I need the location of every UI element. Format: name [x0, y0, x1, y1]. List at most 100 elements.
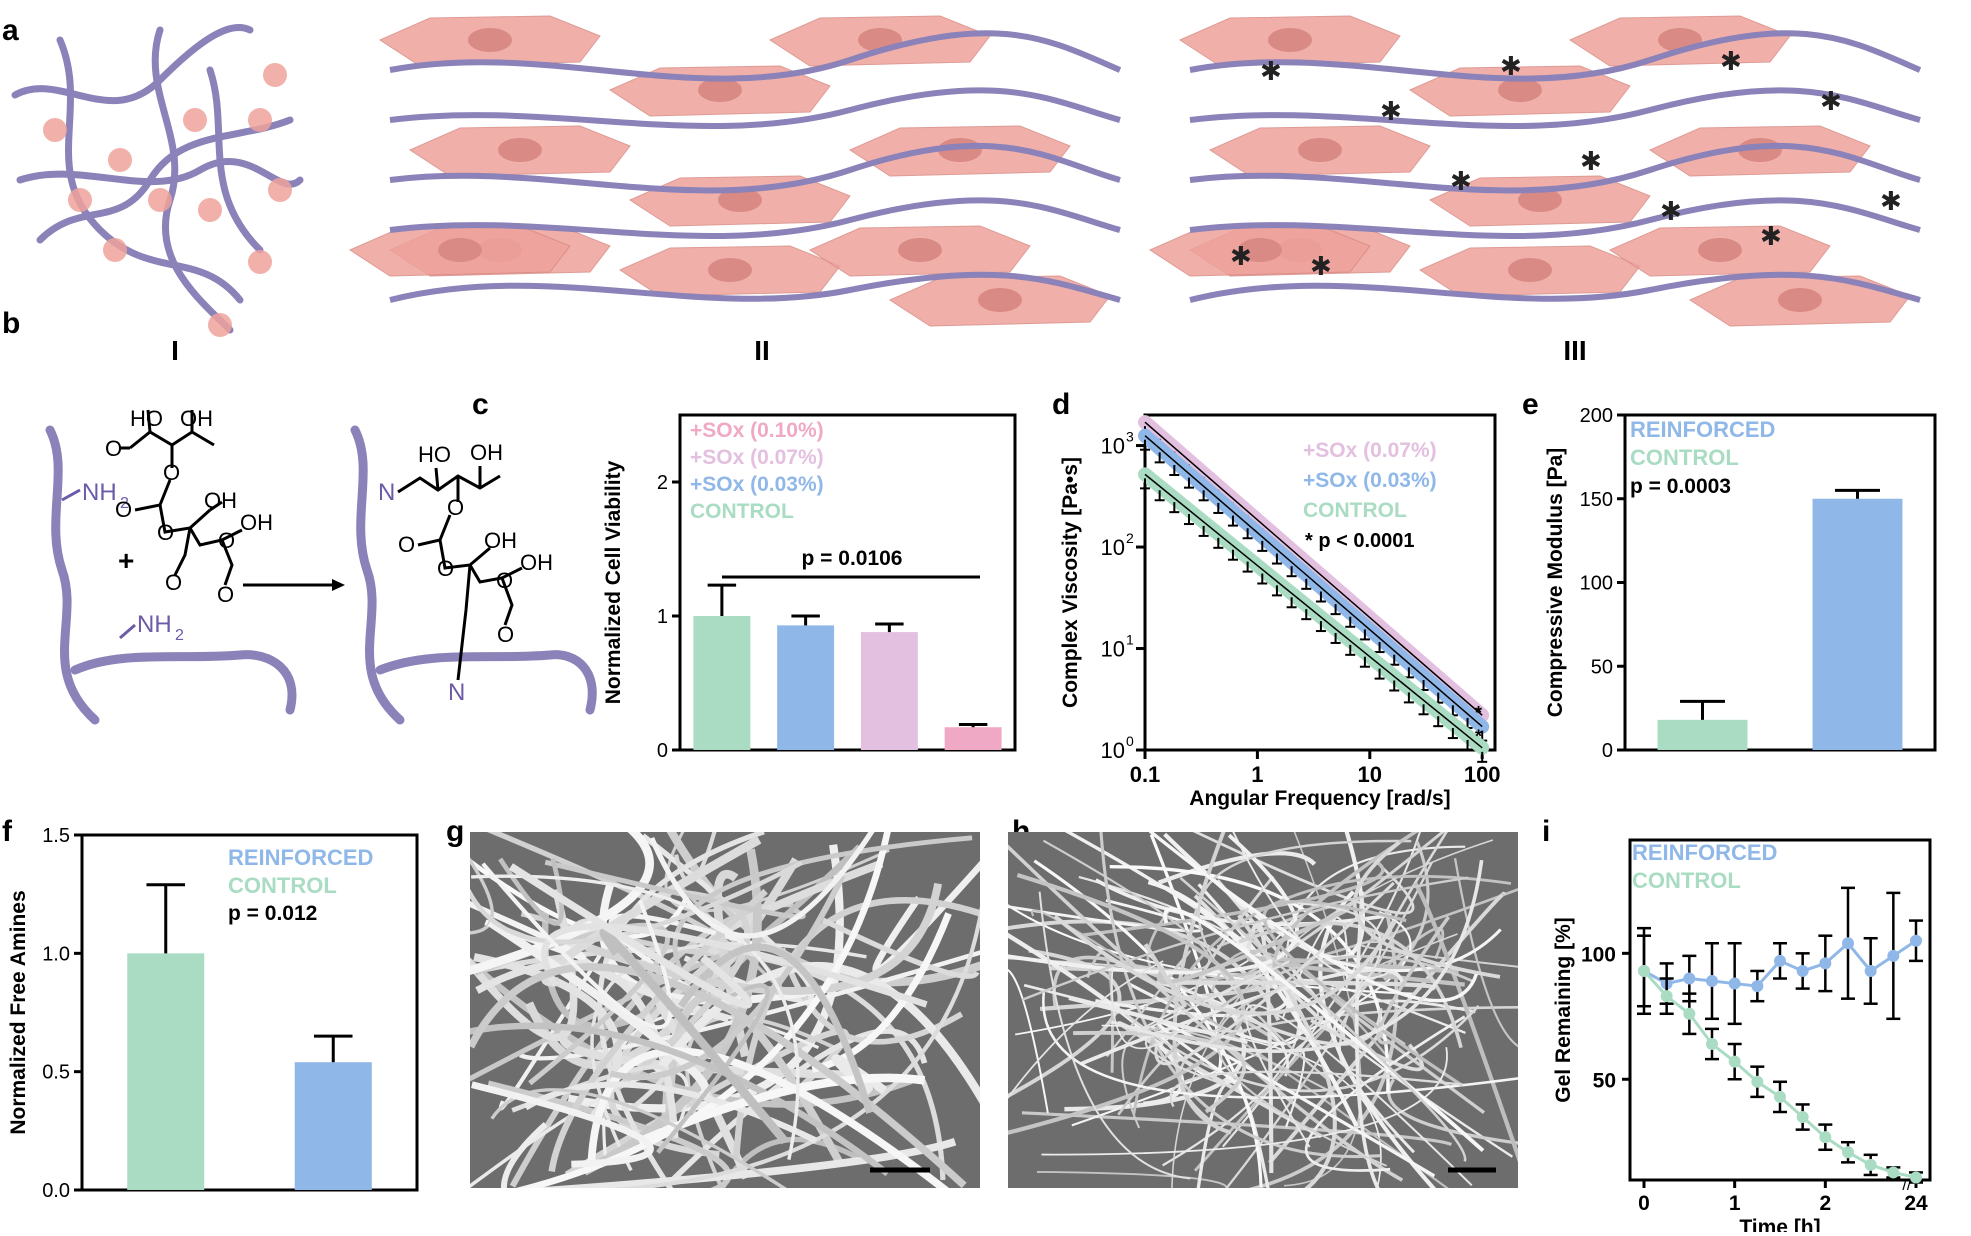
y-tick-label-0: 50 [1593, 1069, 1616, 1092]
chem-plus: + [118, 545, 134, 576]
y-tick-base-3: 10 [1101, 434, 1125, 459]
cell-dot-8 [103, 238, 127, 262]
sem-fiber-66 [470, 1022, 890, 1177]
x-axis-label: Time [h] [1739, 1216, 1820, 1232]
chem-r-o-3: O [437, 556, 454, 581]
sem-fiber-38 [1078, 858, 1385, 938]
y-tick-label-1: 0.5 [42, 1062, 70, 1084]
legend-entry-1: CONTROL [1632, 868, 1741, 893]
y-tick-label-1: 100 [1581, 943, 1616, 966]
sem-fiber-27 [487, 1080, 732, 1188]
sem-fiber-81 [1354, 891, 1380, 1188]
panel-a-schematic: ✱ ✱ ✱ ✱ ✱ ✱ ✱ ✱ ✱ ✱ ✱ ✱ [11, 15, 1922, 337]
sem-fiber-97 [1216, 989, 1388, 1167]
nucleus-II-0 [468, 28, 512, 52]
crosslinker-6: ✱ [1660, 196, 1682, 226]
nh2-top-sub: 2 [120, 495, 129, 512]
plot-frame [678, 413, 1017, 752]
legend-entry-1: +SOx (0.07%) [690, 446, 824, 469]
y-tick-exp-1: 1 [1126, 632, 1134, 648]
plot-frame [80, 833, 419, 1192]
nucleus-III-7 [1508, 258, 1552, 282]
panel-letter-f: f [2, 815, 12, 848]
y-axis-label: Normalized Free Amines [7, 890, 30, 1134]
sem-fiber-62 [1132, 875, 1512, 1115]
crosslinker-8: ✱ [1310, 251, 1332, 281]
chart-c-cell-viability: 0 1 2 Normalized Cell Viability +SOx (0.10%)… [602, 413, 1017, 762]
chem-oh-3: OH [240, 510, 273, 535]
bar-1 [777, 625, 835, 750]
sem-fiber-9 [1193, 927, 1445, 1172]
legend-entry-0: +SOx (0.07%) [1303, 439, 1437, 462]
sem-fiber-60 [587, 1047, 950, 1188]
sem-fiber-11 [501, 1122, 548, 1188]
sem-fiber-10 [1036, 1170, 1228, 1188]
fiber-I-4 [56, 36, 244, 304]
plot-frame [1628, 838, 1932, 1182]
nucleus-II-7 [708, 258, 752, 282]
sem-fiber-108 [1053, 914, 1397, 1016]
crosslinker-10: ✱ [1880, 186, 1902, 216]
series-line-1 [1144, 435, 1483, 728]
legend-entry-0: REINFORCED [1630, 417, 1775, 442]
bar-1 [1812, 498, 1903, 750]
chem-r-o-2: O [398, 532, 415, 557]
x-axis-label: Angular Frequency [rad/s] [1189, 787, 1450, 810]
y-tick-label-2: 2 [657, 472, 668, 494]
cell-dot-6 [198, 198, 222, 222]
point-1-9 [1842, 1146, 1854, 1159]
fiber-right [350, 425, 597, 725]
panel-letter-e: e [1522, 388, 1539, 421]
series-line-2 [1144, 473, 1483, 749]
sem-fiber-32 [1008, 899, 1203, 933]
point-0-8 [1819, 957, 1832, 970]
molecule-right [397, 466, 523, 681]
point-0-2 [1683, 972, 1696, 985]
panel-letter-i: i [1542, 815, 1551, 848]
fiber-III-2 [1189, 142, 1921, 194]
sem-fiber-46 [475, 959, 679, 1139]
sem-fiber-64 [498, 857, 565, 926]
nucleus-II-1 [698, 78, 742, 102]
sem-fiber-77 [1079, 968, 1405, 1066]
point-1-8 [1819, 1131, 1832, 1144]
panel-letter-g: g [446, 815, 465, 848]
sem-fiber-57 [811, 912, 952, 1073]
chem-o-5: O [218, 528, 235, 553]
legend-entry-0: +SOx (0.10%) [690, 419, 824, 442]
bar-1 [294, 1062, 372, 1190]
sem-fiber-50 [584, 882, 942, 995]
fiber-left-1 [45, 425, 297, 725]
y-tick-exp-0: 0 [1126, 733, 1134, 749]
sem-image-reinforced [1008, 832, 1518, 1188]
point-1-2 [1683, 1007, 1696, 1020]
nucleus-III-10 [1778, 288, 1822, 312]
sem-fiber-53 [548, 888, 768, 1172]
sem-fiber-34 [1453, 857, 1518, 1048]
sem-fiber-88 [1262, 900, 1464, 1087]
nucleus-III-9 [1238, 238, 1282, 262]
fiber-II-1 [389, 87, 1121, 130]
p-value-annotation: p = 0.012 [228, 902, 317, 925]
sem-fiber-55 [1124, 1004, 1480, 1093]
point-0-3 [1706, 975, 1718, 988]
panel-letter-b: b [2, 307, 21, 340]
x-tick-label-3: 24 [1904, 1192, 1928, 1215]
bar-3 [944, 727, 1002, 750]
fiber-III-3 [1189, 197, 1921, 240]
fiber-III-4 [1189, 271, 1921, 303]
x-tick-label-0: 0.1 [1130, 762, 1161, 787]
crosslinker-2: ✱ [1500, 51, 1522, 81]
chem-oh-2: OH [204, 488, 237, 513]
fiber-I-1 [11, 23, 254, 105]
cell-dot-3 [248, 108, 272, 132]
sem-fiber-43 [470, 857, 494, 935]
point-0-7 [1796, 964, 1809, 977]
crosslinker-5: ✱ [1580, 146, 1602, 176]
point-1-1 [1660, 990, 1673, 1003]
cell-dot-4 [68, 188, 92, 212]
panel-letter-d: d [1052, 388, 1071, 421]
nucleus-III-8 [1698, 238, 1742, 262]
legend-entry-0: REINFORCED [1632, 840, 1777, 865]
crosslinker-9: ✱ [1760, 221, 1782, 251]
